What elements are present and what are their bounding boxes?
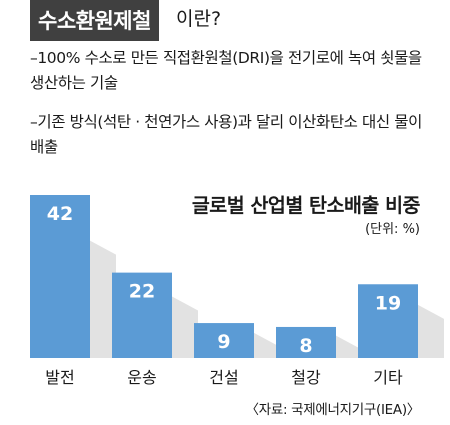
bar-shadow: [336, 335, 362, 358]
value-label: 42: [47, 203, 73, 225]
bar-shadow: [90, 240, 116, 358]
value-label: 8: [299, 335, 312, 357]
source-note: 〈자료: 국제에너지기구(IEA)〉: [245, 402, 421, 418]
header-badge: 수소환원제철: [30, 0, 159, 41]
bar-건설: [194, 323, 254, 358]
bar-철강: [276, 326, 336, 358]
value-label: 22: [129, 281, 155, 303]
bar-shadow: [418, 304, 444, 358]
description-line-1: –100% 수소로 만든 직접환원철(DRI)을 전기로에 녹여 쇳물을 생산하…: [30, 49, 422, 92]
bar-기타: [358, 284, 418, 358]
category-label: 운송: [127, 368, 156, 387]
value-label: 19: [375, 292, 401, 314]
bar-shadow: [172, 296, 198, 358]
description-line-2: –기존 방식(석탄 · 천연가스 사용)과 달리 이산화탄소 대신 물이 배출: [30, 113, 423, 156]
category-label: 기타: [373, 368, 403, 387]
category-label: 철강: [291, 368, 321, 387]
value-labels: 42 22 9 8 19: [47, 203, 401, 357]
category-label: 건설: [209, 368, 238, 387]
value-label: 9: [217, 331, 230, 353]
bars: [30, 195, 418, 358]
bar-shadow: [254, 332, 280, 358]
bar-운송: [112, 272, 172, 358]
category-labels: 발전 운송 건설 철강 기타: [45, 368, 403, 387]
header-suffix: 이란?: [176, 8, 222, 30]
chart-unit: (단위: %): [365, 222, 420, 237]
bar-발전: [30, 195, 90, 358]
chart-title: 글로벌 산업별 탄소배출 비중: [191, 194, 421, 217]
bar-shadows: [90, 240, 444, 358]
category-label: 발전: [45, 368, 74, 387]
